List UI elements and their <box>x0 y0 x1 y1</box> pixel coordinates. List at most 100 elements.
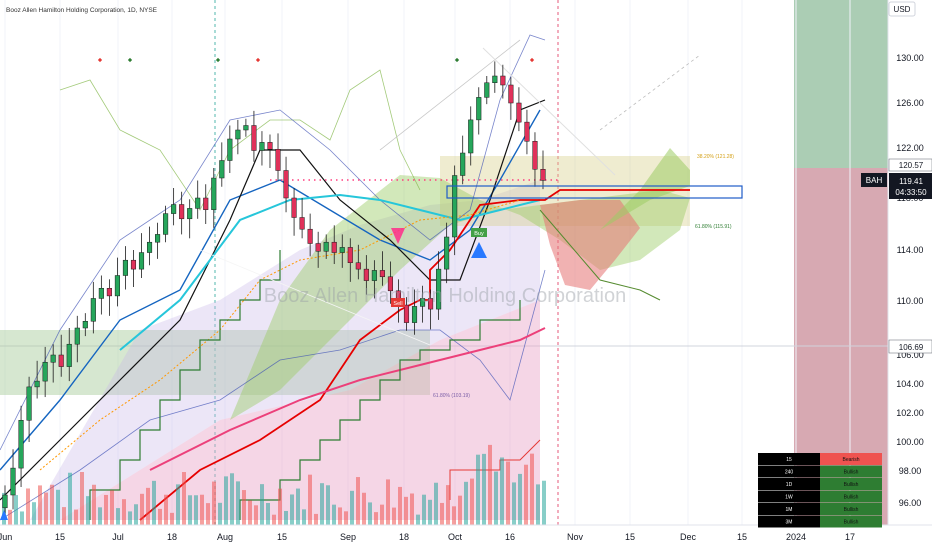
trend-status-cell <box>820 515 882 528</box>
cloud-bear <box>540 200 640 290</box>
candle-body <box>299 217 305 230</box>
trend-status: Bullish <box>844 495 859 501</box>
fib-label-low: 61.80% (103.19) <box>433 393 470 399</box>
candle-body <box>90 298 96 322</box>
volume-bar <box>506 461 510 525</box>
candle-body <box>251 125 257 151</box>
time-axis[interactable] <box>0 525 932 550</box>
candle-body <box>420 298 426 307</box>
volume-bar <box>8 509 12 525</box>
upper-zone-block <box>794 0 888 168</box>
volume-bar <box>176 484 180 525</box>
volume-bar <box>128 511 132 525</box>
x-tick-label: Nov <box>567 532 584 542</box>
x-tick-label: 17 <box>845 532 855 542</box>
supertrend-green <box>89 250 281 520</box>
volume-bar <box>488 444 492 525</box>
volume-bar <box>374 512 378 525</box>
volume-bar <box>68 472 72 525</box>
candle-body <box>50 354 56 363</box>
volume-bar <box>242 490 246 525</box>
volume-bar <box>104 494 108 525</box>
candle-body <box>42 362 48 382</box>
y-tick-label: 104.00 <box>896 379 924 389</box>
volume-bar <box>476 454 480 525</box>
x-tick-label: Jun <box>0 532 12 542</box>
candle-body <box>2 494 8 509</box>
y-tick-label: 126.00 <box>896 98 924 108</box>
upper-price-tag: 120.57 <box>888 158 932 172</box>
volume-bar <box>230 473 234 525</box>
volume-bar <box>428 499 432 525</box>
candle-body <box>155 234 161 243</box>
last-price-tag: 119.41 04:33:50 <box>889 173 932 199</box>
candle-body <box>203 197 209 210</box>
candle-body <box>235 129 241 140</box>
candle-body <box>171 204 177 214</box>
candle-body <box>275 149 281 171</box>
volume-bar <box>272 514 276 525</box>
volume-bar <box>116 508 120 525</box>
trendline-projection <box>599 54 701 131</box>
watermark: Booz Allen Hamilton Holding Corporation <box>264 285 626 307</box>
volume-bar <box>2 492 6 525</box>
candle-body <box>130 259 137 270</box>
candle-body <box>122 259 128 276</box>
candles <box>2 61 546 518</box>
volume-bar <box>470 478 474 525</box>
candle-body <box>283 170 289 199</box>
volume-bar <box>458 495 462 525</box>
candle-body <box>540 169 546 181</box>
candle-body <box>315 243 321 252</box>
supertrend-green-2 <box>239 300 521 520</box>
trend-table-cell <box>758 465 820 478</box>
volume-bar <box>26 488 30 525</box>
countdown-text: 04:33:50 <box>895 188 927 197</box>
price-axis[interactable] <box>888 0 932 525</box>
candle-body <box>460 152 466 176</box>
volume-bar <box>296 488 300 525</box>
candle-body <box>34 380 40 388</box>
candle-body <box>411 306 418 323</box>
candle-body <box>18 420 24 469</box>
currency-label: USD <box>894 5 911 14</box>
x-axis-ticks: Jun 15 Jul 18 Aug 15 Sep 18 Oct 16 Nov 15 Dec 15 2024 1… <box>0 532 855 542</box>
candle-body <box>211 177 217 210</box>
volume-bar <box>350 490 354 525</box>
volume-bar <box>446 485 450 525</box>
volume-bar <box>278 488 282 525</box>
candle-body <box>243 125 249 131</box>
chart-title: Booz Allen Hamilton Holding Corporation,… <box>6 7 158 14</box>
volume-bar <box>500 457 504 525</box>
volume-bars <box>2 444 546 525</box>
volume-bar <box>38 485 42 525</box>
level-price-text: 106.69 <box>899 343 924 352</box>
bb-lower <box>0 269 546 521</box>
trendline <box>379 39 521 151</box>
volume-bar <box>188 495 192 525</box>
upper-price-text: 120.57 <box>899 161 924 170</box>
buy-label: Buy <box>474 231 484 237</box>
candle-body <box>82 321 88 329</box>
trend-table: 15 Bearish 240 Bullish 1D Bullish 1W Bullish 1M B… <box>758 453 882 528</box>
ma-blue <box>0 109 541 471</box>
volume-bar <box>512 482 516 525</box>
currency-button[interactable]: USD <box>888 1 916 17</box>
candle-body <box>524 121 530 142</box>
volume-bar <box>56 489 60 525</box>
volume-bar <box>518 473 522 525</box>
candle-body <box>339 247 345 253</box>
trend-timeframe: 15 <box>786 457 792 463</box>
trend-status: Bearish <box>843 457 860 463</box>
candle-body <box>138 252 145 270</box>
trend-status-cell <box>820 490 882 503</box>
volume-bar <box>344 511 348 525</box>
trend-status: Bullish <box>844 470 859 476</box>
x-tick-label: 18 <box>167 532 177 542</box>
volume-bar <box>314 513 318 525</box>
x-tick-label: Jul <box>112 532 124 542</box>
volume-bar <box>164 494 168 525</box>
indicator-overlays <box>0 34 701 521</box>
